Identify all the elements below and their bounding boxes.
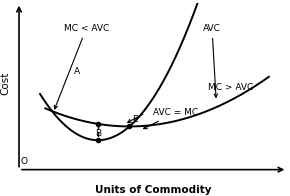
Text: MC: MC [0,195,1,196]
Text: B: B [95,129,101,138]
Text: Cost: Cost [1,71,11,94]
Text: Units of Commodity: Units of Commodity [95,185,211,195]
Text: E: E [133,115,138,124]
Text: O: O [20,157,27,166]
Text: AVC = MC: AVC = MC [144,108,198,129]
Text: MC > AVC: MC > AVC [208,83,253,92]
Text: MC < AVC: MC < AVC [54,24,109,109]
Text: AVC: AVC [203,24,221,97]
Text: A: A [74,67,80,76]
